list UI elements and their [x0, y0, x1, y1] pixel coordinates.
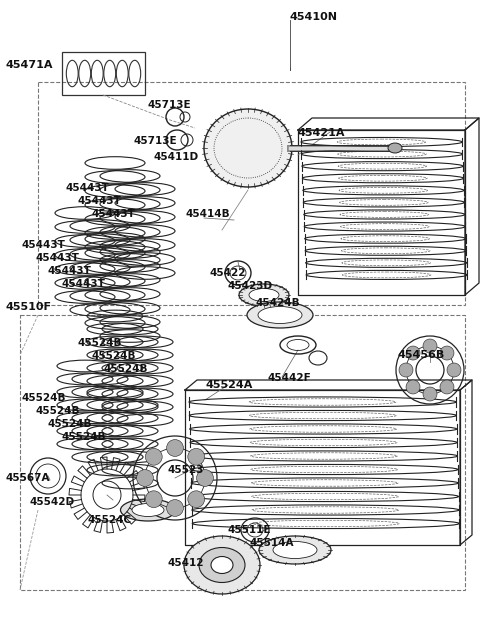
Text: 45510F: 45510F [5, 302, 51, 312]
Text: 45442F: 45442F [268, 373, 312, 383]
Text: 45524B: 45524B [48, 419, 93, 429]
Circle shape [399, 363, 413, 377]
Text: 45443T: 45443T [91, 209, 135, 219]
Text: 45514A: 45514A [250, 538, 295, 548]
Ellipse shape [199, 547, 245, 583]
Text: 45422: 45422 [210, 268, 247, 278]
Text: 45524C: 45524C [88, 515, 132, 525]
Circle shape [423, 339, 437, 353]
Circle shape [423, 387, 437, 401]
Circle shape [188, 449, 204, 465]
Text: 45524B: 45524B [61, 432, 106, 442]
Circle shape [197, 470, 214, 487]
Text: 45411D: 45411D [153, 152, 198, 162]
Text: 45443T: 45443T [78, 196, 122, 206]
Text: 45443T: 45443T [61, 279, 105, 289]
Text: 45471A: 45471A [5, 60, 52, 70]
Circle shape [167, 440, 183, 456]
Text: 45443T: 45443T [65, 183, 109, 193]
Text: 45567A: 45567A [5, 473, 49, 483]
Bar [20, 315, 465, 590]
Circle shape [137, 470, 154, 487]
Bar [62, 52, 145, 95]
Text: 45412: 45412 [168, 558, 204, 568]
Text: 45443T: 45443T [48, 266, 92, 276]
Text: 45511E: 45511E [228, 525, 272, 535]
Ellipse shape [249, 288, 279, 301]
Ellipse shape [273, 542, 317, 558]
Text: 45424B: 45424B [255, 298, 300, 308]
Circle shape [167, 499, 183, 517]
Text: 45523: 45523 [167, 465, 204, 475]
Text: 45443T: 45443T [35, 253, 79, 263]
Ellipse shape [258, 306, 302, 324]
Text: 45524B: 45524B [91, 351, 135, 361]
Ellipse shape [132, 503, 164, 517]
Ellipse shape [259, 536, 331, 564]
Text: 45524B: 45524B [35, 406, 80, 416]
Ellipse shape [247, 302, 313, 328]
Text: 45713E: 45713E [133, 136, 177, 146]
Ellipse shape [211, 556, 233, 574]
Text: 45421A: 45421A [298, 128, 346, 138]
Ellipse shape [239, 284, 289, 306]
Circle shape [406, 346, 420, 360]
Ellipse shape [120, 499, 176, 521]
Text: 45414B: 45414B [185, 209, 229, 219]
Ellipse shape [388, 143, 402, 153]
Circle shape [447, 363, 461, 377]
Text: 45456B: 45456B [398, 350, 445, 360]
Text: 45542D: 45542D [30, 497, 75, 507]
Text: 45713E: 45713E [148, 100, 192, 110]
Text: 45423D: 45423D [228, 281, 273, 291]
Bar [38, 82, 465, 305]
Text: 45443T: 45443T [22, 240, 66, 250]
Text: 45524B: 45524B [22, 393, 67, 403]
Text: 45524B: 45524B [104, 364, 148, 374]
Circle shape [145, 491, 162, 508]
Circle shape [440, 380, 454, 394]
Text: 45524A: 45524A [205, 380, 252, 390]
Circle shape [440, 346, 454, 360]
Circle shape [188, 491, 204, 508]
Circle shape [145, 449, 162, 465]
Text: 45410N: 45410N [290, 12, 338, 22]
Ellipse shape [184, 536, 260, 594]
Circle shape [406, 380, 420, 394]
Ellipse shape [204, 109, 292, 187]
Text: 45524B: 45524B [78, 338, 122, 348]
